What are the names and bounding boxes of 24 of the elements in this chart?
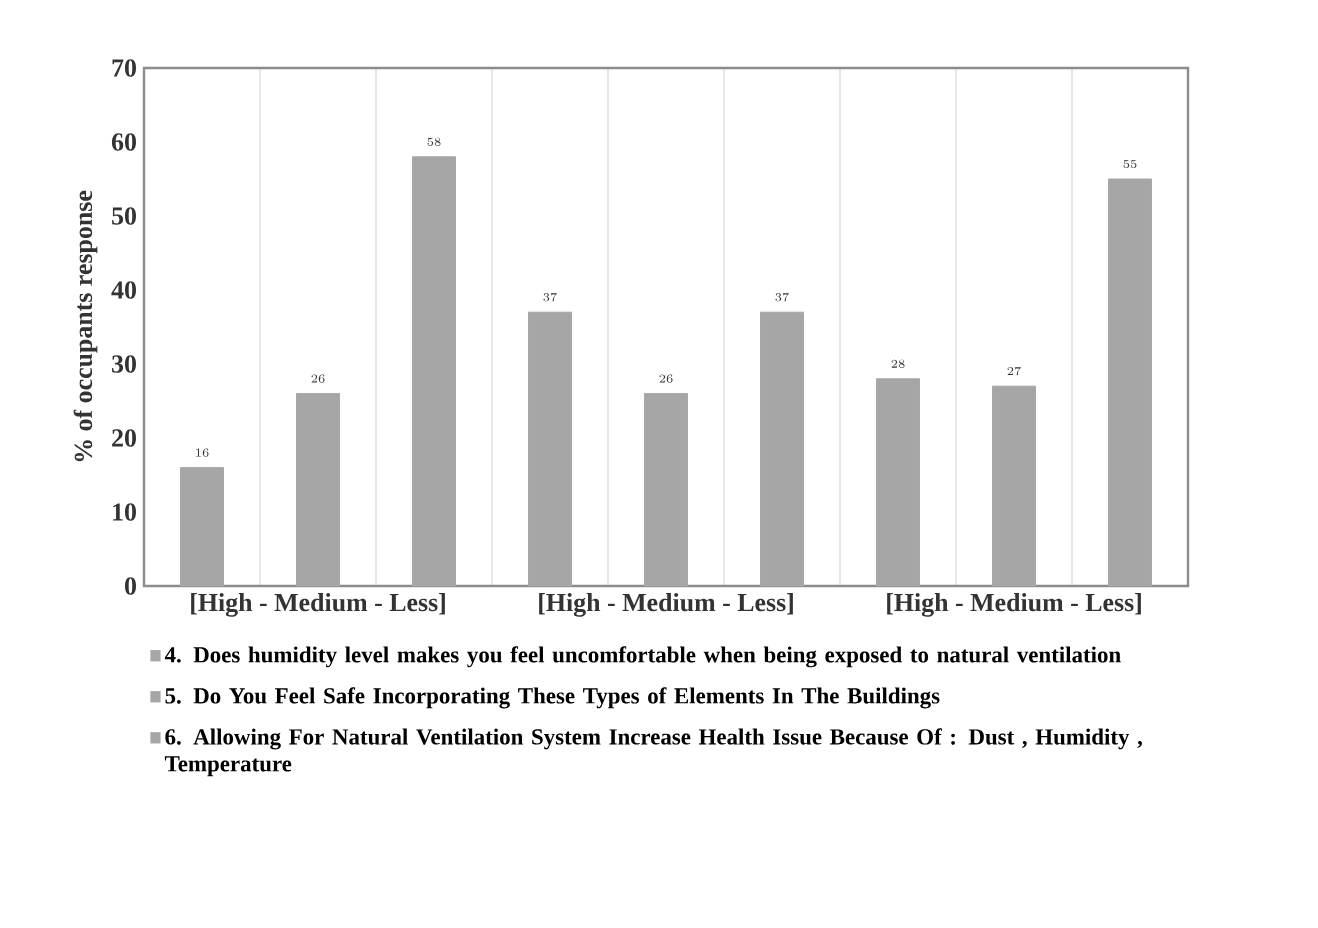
bar [760,311,804,587]
bar [412,156,456,587]
y-tick-label: 40 [111,281,136,299]
legend-label: 4. Does humidity level makes you feel uncomfortable when being exposed to natural ventilation [164,646,1121,668]
bar [528,311,572,587]
y-tick-label: 30 [112,355,136,373]
bar [1108,178,1152,587]
bar [296,393,340,587]
y-tick-label: 50 [112,207,136,225]
x-tick-label: [High - Medium - Less] [191,593,445,617]
legend-label: 5. Do You Feel Safe Incorporating These Types of Elements In The Buildings [165,687,940,709]
bar [876,378,920,587]
y-axis-title: % of occupants response [73,190,98,462]
y-tick-label: 10 [113,503,136,521]
x-tick-label: [High - Medium - Less] [887,593,1141,617]
y-tick-label: 70 [112,59,136,77]
bar [992,385,1036,587]
y-tick-label: 60 [111,133,136,151]
y-tick-label: 20 [112,429,136,447]
x-tick-label: [High - Medium - Less] [539,593,793,617]
bar [644,393,688,587]
bar [180,467,224,587]
y-tick-label: 0 [125,577,136,595]
legend-label: 6. Allowing For Natural Ventilation System Increase Health Issue Because Of : Dust , Humidity , Temperature [164,728,1142,777]
